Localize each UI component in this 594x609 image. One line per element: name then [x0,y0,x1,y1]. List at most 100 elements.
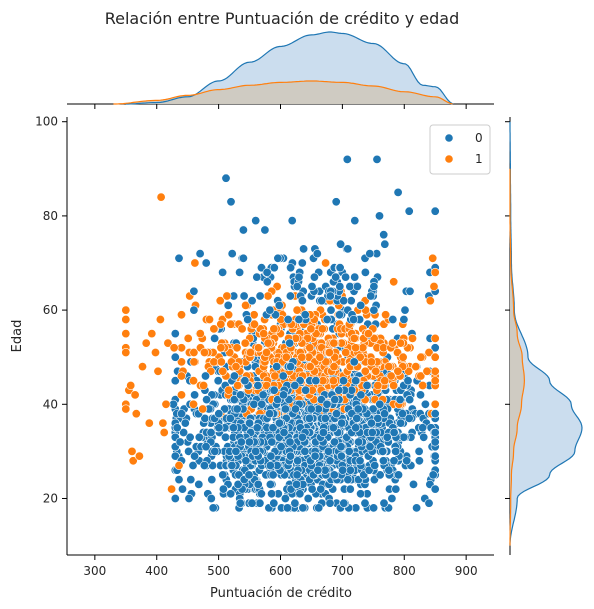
point-series-0 [388,314,398,324]
point-series-0 [274,300,284,310]
point-series-0 [367,427,377,437]
point-series-0 [345,465,355,475]
point-series-0 [399,432,409,442]
point-series-0 [287,216,297,226]
point-series-0 [243,314,253,324]
point-series-1 [190,258,200,268]
point-series-0 [307,484,317,494]
point-series-0 [430,451,440,461]
point-series-0 [290,380,300,390]
point-series-1 [183,333,193,343]
point-series-0 [221,173,231,183]
point-series-0 [239,291,249,301]
point-series-1 [121,347,131,357]
point-series-1 [430,399,440,409]
point-series-0 [256,489,266,499]
point-series-1 [128,456,138,466]
legend-label-1: 1 [475,152,483,166]
point-series-0 [414,446,424,456]
point-series-0 [304,413,314,423]
point-series-0 [174,253,184,263]
point-series-1 [428,253,438,263]
point-series-0 [267,489,277,499]
point-series-0 [208,503,218,513]
point-series-1 [127,446,137,456]
point-series-1 [246,347,256,357]
point-series-0 [370,460,380,470]
point-series-1 [416,352,426,362]
point-series-0 [190,390,200,400]
point-series-0 [265,479,275,489]
point-series-1 [407,333,417,343]
point-series-0 [404,413,414,423]
right-marginal-density [505,117,583,555]
point-series-0 [201,258,211,268]
point-series-0 [369,503,379,513]
point-series-0 [252,423,262,433]
point-series-0 [214,423,224,433]
point-series-0 [430,206,440,216]
point-series-0 [172,423,182,433]
point-series-1 [424,347,434,357]
point-series-0 [236,390,246,400]
point-series-0 [430,409,440,419]
point-series-0 [374,211,384,221]
point-series-0 [297,296,307,306]
point-series-0 [290,404,300,414]
point-series-1 [263,291,273,301]
point-series-0 [220,404,230,414]
point-series-1 [351,343,361,353]
point-series-1 [259,329,269,339]
point-series-0 [343,475,353,485]
point-series-0 [221,432,231,442]
point-series-0 [186,475,196,485]
point-series-0 [255,291,265,301]
point-series-0 [188,460,198,470]
point-series-0 [356,300,366,310]
point-series-1 [305,362,315,372]
point-series-0 [244,470,254,480]
point-series-0 [356,489,366,499]
point-series-1 [174,460,184,470]
point-series-1 [355,352,365,362]
point-series-1 [263,338,273,348]
point-series-0 [320,413,330,423]
point-series-1 [200,347,210,357]
point-series-0 [307,281,317,291]
point-series-0 [336,239,346,249]
point-series-0 [201,442,211,452]
point-series-0 [175,437,185,447]
point-series-1 [381,310,391,320]
point-series-0 [185,432,195,442]
point-series-0 [396,418,406,428]
point-series-0 [285,291,295,301]
point-series-0 [393,470,403,480]
point-series-0 [251,446,261,456]
point-series-1 [167,484,177,494]
point-series-0 [207,475,217,485]
point-series-1 [233,380,243,390]
point-series-0 [262,277,272,287]
point-series-1 [156,192,166,202]
point-series-1 [411,362,421,372]
point-series-0 [184,493,194,503]
point-series-0 [314,503,324,513]
point-series-0 [395,395,405,405]
point-series-0 [232,404,242,414]
point-series-0 [342,154,352,164]
point-series-0 [329,470,339,480]
point-series-0 [299,244,309,254]
point-series-0 [349,357,359,367]
point-series-0 [273,395,283,405]
x-axis-label: Puntuación de crédito [210,586,352,601]
point-series-0 [336,442,346,452]
point-series-0 [313,465,323,475]
point-series-1 [328,376,338,386]
y-tick-label: 100 [35,115,58,129]
point-series-0 [380,239,390,249]
point-series-1 [163,338,173,348]
point-series-1 [297,352,307,362]
point-series-0 [184,446,194,456]
point-series-0 [382,432,392,442]
right-density-line-1 [509,168,526,546]
